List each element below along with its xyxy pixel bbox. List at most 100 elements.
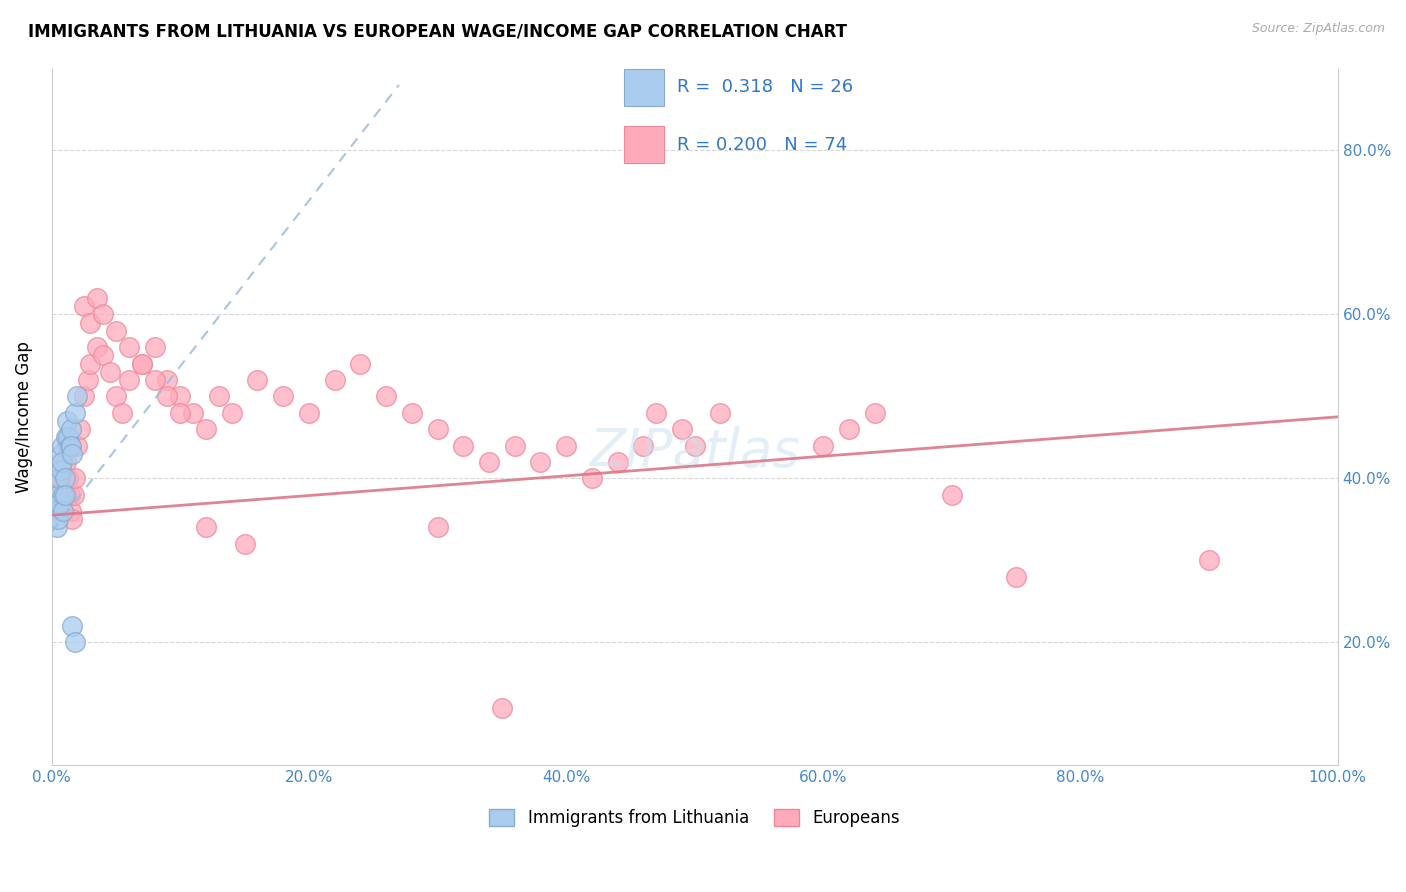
Point: [169, 389, 191, 403]
Point: [46, 488, 69, 502]
Point: [156, 389, 179, 403]
Point: [426, 422, 449, 436]
Text: R =  0.318   N = 26: R = 0.318 N = 26: [676, 78, 852, 96]
Point: [838, 422, 860, 436]
Point: [66, 389, 89, 403]
Point: [51, 496, 73, 510]
Point: [56, 414, 79, 428]
Point: [53, 488, 76, 502]
Point: [375, 389, 398, 403]
Bar: [624, 126, 664, 163]
Point: [52, 504, 75, 518]
Point: [478, 455, 501, 469]
Point: [863, 406, 886, 420]
Point: [58, 430, 80, 444]
Point: [105, 389, 128, 403]
Point: [59, 488, 82, 502]
Point: [1005, 569, 1028, 583]
Point: [51, 438, 73, 452]
Point: [143, 373, 166, 387]
Point: [73, 299, 96, 313]
Point: [60, 619, 83, 633]
Point: [52, 504, 75, 518]
Point: [91, 348, 114, 362]
Point: [48, 471, 70, 485]
Point: [1198, 553, 1220, 567]
Point: [51, 455, 73, 469]
Point: [118, 373, 141, 387]
Point: [941, 488, 963, 502]
Point: [271, 389, 294, 403]
Point: [53, 471, 76, 485]
Point: [79, 357, 101, 371]
Point: [169, 406, 191, 420]
Point: [60, 512, 83, 526]
Point: [349, 357, 371, 371]
Y-axis label: Wage/Income Gap: Wage/Income Gap: [15, 341, 32, 492]
Point: [49, 463, 72, 477]
Point: [48, 479, 70, 493]
Point: [53, 488, 76, 502]
Point: [298, 406, 321, 420]
Point: [86, 291, 108, 305]
Point: [233, 537, 256, 551]
Point: [143, 340, 166, 354]
Point: [181, 406, 204, 420]
Point: [323, 373, 346, 387]
Text: IMMIGRANTS FROM LITHUANIA VS EUROPEAN WAGE/INCOME GAP CORRELATION CHART: IMMIGRANTS FROM LITHUANIA VS EUROPEAN WA…: [28, 22, 848, 40]
Point: [55, 430, 77, 444]
Point: [52, 488, 75, 502]
Point: [73, 389, 96, 403]
Point: [45, 504, 67, 518]
Point: [503, 438, 526, 452]
Point: [581, 471, 603, 485]
Point: [63, 406, 86, 420]
Point: [105, 324, 128, 338]
Bar: [624, 69, 664, 106]
Point: [60, 422, 83, 436]
Point: [633, 438, 655, 452]
Point: [60, 504, 83, 518]
Point: [98, 365, 121, 379]
Point: [63, 471, 86, 485]
Point: [58, 471, 80, 485]
Point: [709, 406, 731, 420]
Point: [86, 340, 108, 354]
Point: [49, 471, 72, 485]
Point: [111, 406, 134, 420]
Point: [555, 438, 578, 452]
Point: [426, 520, 449, 534]
Point: [66, 438, 89, 452]
Point: [606, 455, 628, 469]
Point: [813, 438, 835, 452]
Point: [62, 488, 84, 502]
Point: [156, 373, 179, 387]
Point: [671, 422, 693, 436]
Point: [195, 422, 218, 436]
Point: [59, 438, 82, 452]
Point: [195, 520, 218, 534]
Text: Source: ZipAtlas.com: Source: ZipAtlas.com: [1251, 22, 1385, 36]
Point: [45, 496, 67, 510]
Point: [63, 635, 86, 649]
Point: [683, 438, 706, 452]
Point: [221, 406, 243, 420]
Point: [49, 447, 72, 461]
Point: [60, 447, 83, 461]
Point: [79, 316, 101, 330]
Point: [401, 406, 423, 420]
Point: [208, 389, 231, 403]
Point: [645, 406, 668, 420]
Legend: Immigrants from Lithuania, Europeans: Immigrants from Lithuania, Europeans: [482, 802, 907, 833]
Point: [131, 357, 153, 371]
Point: [246, 373, 269, 387]
Point: [491, 701, 513, 715]
Point: [46, 488, 69, 502]
Point: [48, 496, 70, 510]
Point: [60, 438, 83, 452]
Point: [69, 422, 91, 436]
Point: [56, 438, 79, 452]
Point: [55, 455, 77, 469]
Point: [131, 357, 153, 371]
Text: R = 0.200   N = 74: R = 0.200 N = 74: [676, 136, 846, 153]
